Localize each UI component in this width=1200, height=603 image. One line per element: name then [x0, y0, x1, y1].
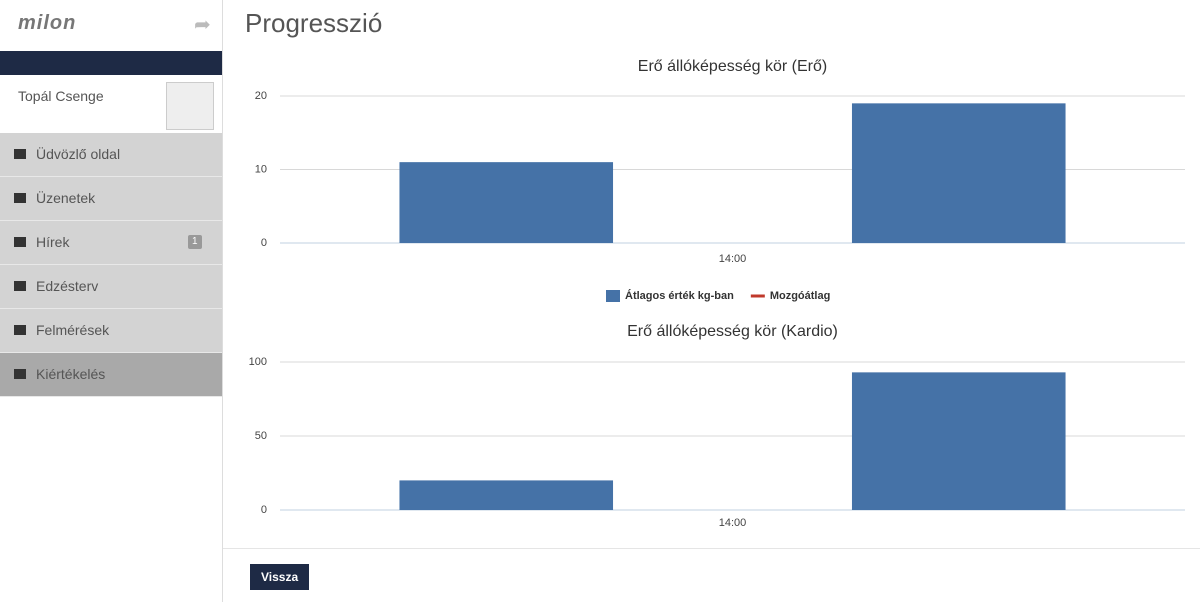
back-button[interactable]: Vissza: [250, 564, 310, 590]
menu-item[interactable]: Kiértékelés: [0, 353, 222, 397]
icon: [14, 193, 26, 203]
y-tick-label: 100: [249, 356, 267, 368]
legend-swatch: [606, 290, 620, 302]
y-tick-label: 10: [255, 163, 267, 175]
avatar[interactable]: [166, 82, 214, 130]
menu-item[interactable]: Hírek 1: [0, 221, 222, 265]
menu-item[interactable]: Üzenetek: [0, 177, 222, 221]
bar: [399, 162, 614, 243]
bar: [851, 372, 1066, 510]
icon: [14, 369, 26, 379]
menu-label: Hírek: [36, 234, 70, 250]
menu-item[interactable]: Üdvözlő oldal: [0, 133, 222, 177]
badge: 1: [188, 235, 202, 249]
page-title: Progresszió: [245, 8, 383, 38]
x-tick-label: 14:00: [719, 253, 747, 265]
logout-icon[interactable]: ➦: [194, 14, 211, 36]
charts: Erő állóképesség kör (Erő) 0 10 20 14:00 Átla…: [249, 58, 1185, 529]
top-bar: [0, 51, 222, 75]
menu-label: Üdvözlő oldal: [36, 146, 121, 162]
bar: [399, 480, 614, 510]
x-tick-label: 14:00: [719, 517, 747, 529]
y-tick-label: 0: [261, 504, 267, 516]
icon: [14, 325, 26, 335]
icon: [14, 149, 26, 159]
menu: Üdvözlő oldal Üzenetek Hírek 1 Edzésterv …: [0, 133, 222, 397]
y-tick-label: 0: [261, 237, 267, 249]
menu-label: Üzenetek: [36, 190, 96, 206]
footer: Vissza: [223, 548, 1200, 603]
chart-title: Erő állóképesség kör (Erő): [638, 58, 827, 75]
menu-item[interactable]: Edzésterv: [0, 265, 222, 309]
menu-item[interactable]: Felmérések: [0, 309, 222, 353]
logo[interactable]: milon: [18, 12, 77, 34]
legend-label: Mozgóátlag: [770, 290, 831, 302]
menu-label: Edzésterv: [36, 278, 99, 294]
icon: [14, 281, 26, 291]
bar: [851, 103, 1066, 243]
user-name: Topál Csenge: [18, 88, 104, 104]
sidebar: milon ➦ Topál Csenge Üdvözlő oldal Üzene…: [0, 0, 223, 602]
menu-label: Felmérések: [36, 322, 110, 338]
menu-label: Kiértékelés: [36, 366, 106, 382]
y-tick-label: 50: [255, 430, 267, 442]
chart-title: Erő állóképesség kör (Kardio): [627, 323, 838, 340]
legend-label: Átlagos érték kg-ban: [625, 289, 734, 302]
icon: [14, 237, 26, 247]
y-tick-label: 20: [255, 90, 267, 102]
